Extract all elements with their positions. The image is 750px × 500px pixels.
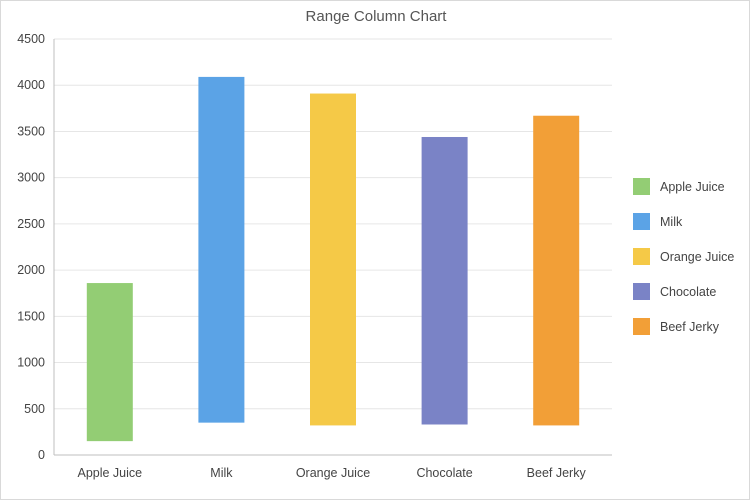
y-tick-label: 2500 (17, 217, 45, 231)
y-tick-label: 3000 (17, 171, 45, 185)
y-tick-label: 1500 (17, 309, 45, 323)
y-tick-label: 1000 (17, 356, 45, 370)
legend-swatch (633, 283, 650, 300)
y-tick-label: 4500 (17, 32, 45, 46)
legend: Apple Juice Milk Orange Juice Chocolate Beef… (633, 178, 734, 335)
x-tick-label: Orange Juice (296, 466, 370, 480)
y-tick-label: 0 (38, 448, 45, 462)
bar-chocolate[interactable] (421, 136, 468, 425)
y-tick-label: 4000 (17, 78, 45, 92)
x-tick-label: Beef Jerky (527, 466, 587, 480)
bars (86, 76, 580, 442)
y-tick-label: 500 (24, 402, 45, 416)
legend-swatch (633, 248, 650, 265)
bar-milk[interactable] (198, 76, 245, 423)
legend-swatch (633, 178, 650, 195)
y-tick-label: 3500 (17, 124, 45, 138)
axes: 0 500 1000 1500 2000 2500 3000 3500 4000 4500 Appl… (17, 32, 612, 480)
x-tick-label: Milk (210, 466, 233, 480)
x-tick-label: Chocolate (416, 466, 472, 480)
x-tick-label: Apple Juice (77, 466, 142, 480)
legend-entry-label[interactable]: Chocolate (660, 285, 716, 299)
legend-entry-label[interactable]: Beef Jerky (660, 320, 720, 334)
bar-orange-juice[interactable] (310, 93, 356, 426)
legend-entry-label[interactable]: Apple Juice (660, 180, 725, 194)
chart-title: Range Column Chart (306, 8, 448, 25)
y-tick-label: 2000 (17, 263, 45, 277)
legend-entry-label[interactable]: Milk (660, 215, 683, 229)
bar-apple-juice[interactable] (86, 283, 133, 442)
legend-swatch (633, 318, 650, 335)
bar-beef-jerky[interactable] (533, 115, 580, 426)
legend-entry-label[interactable]: Orange Juice (660, 250, 734, 264)
legend-swatch (633, 213, 650, 230)
